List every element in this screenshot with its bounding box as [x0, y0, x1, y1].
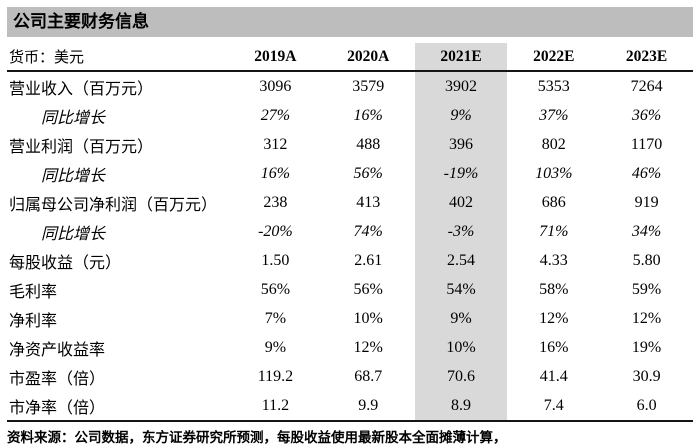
row-label: 同比增长 — [41, 109, 106, 127]
table-row: 每股收益（元） 1.50 2.61 2.54 4.33 5.80 — [7, 246, 693, 275]
cell-value: 402 — [414, 188, 508, 217]
cell-value: 34% — [631, 222, 662, 240]
cell-value: 9% — [414, 101, 508, 130]
cell-value: 4.33 — [539, 251, 568, 269]
cell-value: 9.9 — [358, 396, 379, 414]
cell-value: 11.2 — [261, 396, 290, 414]
page-title: 公司主要财务信息 — [7, 7, 693, 37]
row-label: 归属母公司净利润（百万元） — [9, 196, 218, 214]
cell-value: 12% — [631, 309, 662, 327]
cell-value: 74% — [353, 222, 383, 240]
cell-value: 27% — [260, 106, 291, 124]
cell-value: 312 — [263, 135, 288, 153]
cell-value: 6.0 — [636, 396, 657, 414]
cell-value: 7.4 — [543, 396, 564, 414]
cell-value: 56% — [260, 280, 291, 298]
column-header-year: 2019A — [254, 47, 297, 65]
cell-value: 12% — [353, 338, 383, 356]
cell-value: 41.4 — [539, 367, 568, 385]
column-header-year: 2022E — [533, 47, 575, 65]
table-row: 市净率（倍） 11.2 9.9 8.9 7.4 6.0 — [7, 391, 693, 420]
column-header-year-highlighted: 2021E — [414, 43, 508, 70]
row-label: 毛利率 — [9, 283, 58, 301]
cell-value: 56% — [353, 164, 383, 182]
cell-value: 12% — [539, 309, 569, 327]
cell-value: 1170 — [630, 135, 663, 153]
cell-value: 68.7 — [354, 367, 383, 385]
cell-value: 54% — [414, 275, 508, 304]
cell-value: 16% — [539, 338, 569, 356]
table-row: 净资产收益率 9% 12% 10% 16% 19% — [7, 333, 693, 362]
cell-value: 8.9 — [414, 391, 508, 420]
cell-value: 46% — [631, 164, 662, 182]
cell-value: 7264 — [630, 77, 663, 95]
source-note: 资料来源：公司数据，东方证券研究所预测，每股收益使用最新股本全面摊薄计算， — [7, 420, 693, 446]
table-row: 市盈率（倍） 119.2 68.7 70.6 41.4 30.9 — [7, 362, 693, 391]
row-label: 同比增长 — [41, 225, 106, 243]
cell-value: -19% — [414, 159, 508, 188]
row-label: 净资产收益率 — [9, 341, 106, 359]
cell-value: 488 — [356, 135, 381, 153]
table-row: 营业收入（百万元） 3096 3579 3902 5353 7264 — [7, 72, 693, 101]
cell-value: 7% — [264, 309, 287, 327]
cell-value: 396 — [414, 130, 508, 159]
table-row: 归属母公司净利润（百万元） 238 413 402 686 919 — [7, 188, 693, 217]
cell-value: 58% — [539, 280, 569, 298]
column-header-year: 2020A — [347, 47, 390, 65]
table-row: 毛利率 56% 56% 54% 58% 59% — [7, 275, 693, 304]
cell-value: 30.9 — [632, 367, 661, 385]
cell-value: -20% — [258, 222, 293, 240]
cell-value: 686 — [541, 193, 566, 211]
table-row-growth: 同比增长 16% 56% -19% 103% 46% — [7, 159, 693, 188]
row-label: 营业收入（百万元） — [9, 80, 154, 98]
cell-value: 70.6 — [414, 362, 508, 391]
cell-value: 37% — [539, 106, 569, 124]
cell-value: 36% — [631, 106, 662, 124]
cell-value: 238 — [263, 193, 288, 211]
column-header-currency: 货币：美元 — [9, 50, 85, 66]
cell-value: 802 — [541, 135, 566, 153]
financial-table: 货币：美元 2019A 2020A 2021E 2022E 2023E 营业收入… — [7, 43, 693, 420]
cell-value: 3096 — [259, 77, 292, 95]
table-row-growth: 同比增长 27% 16% 9% 37% 36% — [7, 101, 693, 130]
table-row: 净利率 7% 10% 9% 12% 12% — [7, 304, 693, 333]
cell-value: 919 — [634, 193, 659, 211]
cell-value: 5.80 — [632, 251, 661, 269]
cell-value: 9% — [264, 338, 287, 356]
cell-value: 16% — [353, 106, 383, 124]
cell-value: 9% — [414, 304, 508, 333]
cell-value: 71% — [539, 222, 569, 240]
cell-value: 2.61 — [354, 251, 383, 269]
cell-value: 19% — [631, 338, 662, 356]
table-header-row: 货币：美元 2019A 2020A 2021E 2022E 2023E — [7, 43, 693, 72]
cell-value: 2.54 — [414, 246, 508, 275]
cell-value: 3579 — [352, 77, 385, 95]
cell-value: 10% — [414, 333, 508, 362]
cell-value: -3% — [414, 217, 508, 246]
row-label: 每股收益（元） — [9, 254, 122, 272]
row-label: 净利率 — [9, 312, 58, 330]
column-header-year: 2023E — [625, 47, 668, 65]
row-label: 营业利润（百万元） — [9, 138, 154, 156]
cell-value: 3902 — [414, 72, 508, 101]
cell-value: 1.50 — [261, 251, 290, 269]
cell-value: 5353 — [537, 77, 570, 95]
cell-value: 413 — [356, 193, 381, 211]
row-label: 同比增长 — [41, 167, 106, 185]
row-label: 市净率（倍） — [9, 399, 106, 417]
cell-value: 103% — [535, 164, 573, 182]
cell-value: 10% — [353, 309, 383, 327]
cell-value: 119.2 — [257, 367, 294, 385]
table-body: 营业收入（百万元） 3096 3579 3902 5353 7264 同比增长 27% 16% 9… — [7, 72, 693, 420]
table-row-growth: 同比增长 -20% 74% -3% 71% 34% — [7, 217, 693, 246]
table-row: 营业利润（百万元） 312 488 396 802 1170 — [7, 130, 693, 159]
cell-value: 16% — [260, 164, 291, 182]
cell-value: 56% — [353, 280, 383, 298]
cell-value: 59% — [631, 280, 662, 298]
row-label: 市盈率（倍） — [9, 370, 106, 388]
